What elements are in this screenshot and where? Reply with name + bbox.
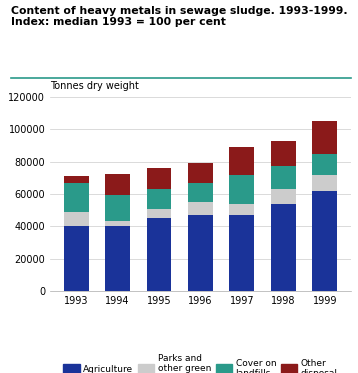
Text: Tonnes dry weight: Tonnes dry weight: [50, 81, 139, 91]
Bar: [229, 204, 254, 215]
Text: Content of heavy metals in sewage sludge. 1993-1999.: Content of heavy metals in sewage sludge…: [11, 6, 347, 16]
Bar: [147, 168, 171, 189]
Bar: [312, 191, 337, 291]
Bar: [105, 226, 130, 291]
Bar: [147, 209, 171, 218]
Bar: [64, 176, 89, 183]
Bar: [147, 189, 171, 209]
Bar: [188, 183, 213, 202]
Bar: [64, 226, 89, 291]
Bar: [188, 163, 213, 183]
Bar: [64, 212, 89, 226]
Bar: [229, 147, 254, 175]
Bar: [105, 195, 130, 221]
Bar: [312, 121, 337, 154]
Bar: [271, 189, 296, 204]
Bar: [271, 166, 296, 189]
Legend: Agriculture, Parks and
other green
spaces, Cover on
landfills, Other
disposal: Agriculture, Parks and other green space…: [63, 354, 338, 373]
Bar: [271, 141, 296, 166]
Bar: [312, 154, 337, 175]
Bar: [105, 221, 130, 226]
Bar: [271, 204, 296, 291]
Bar: [229, 215, 254, 291]
Text: Index: median 1993 = 100 per cent: Index: median 1993 = 100 per cent: [11, 17, 226, 27]
Bar: [312, 175, 337, 191]
Bar: [105, 174, 130, 195]
Bar: [147, 218, 171, 291]
Bar: [229, 175, 254, 204]
Bar: [188, 215, 213, 291]
Bar: [188, 202, 213, 215]
Bar: [64, 183, 89, 212]
